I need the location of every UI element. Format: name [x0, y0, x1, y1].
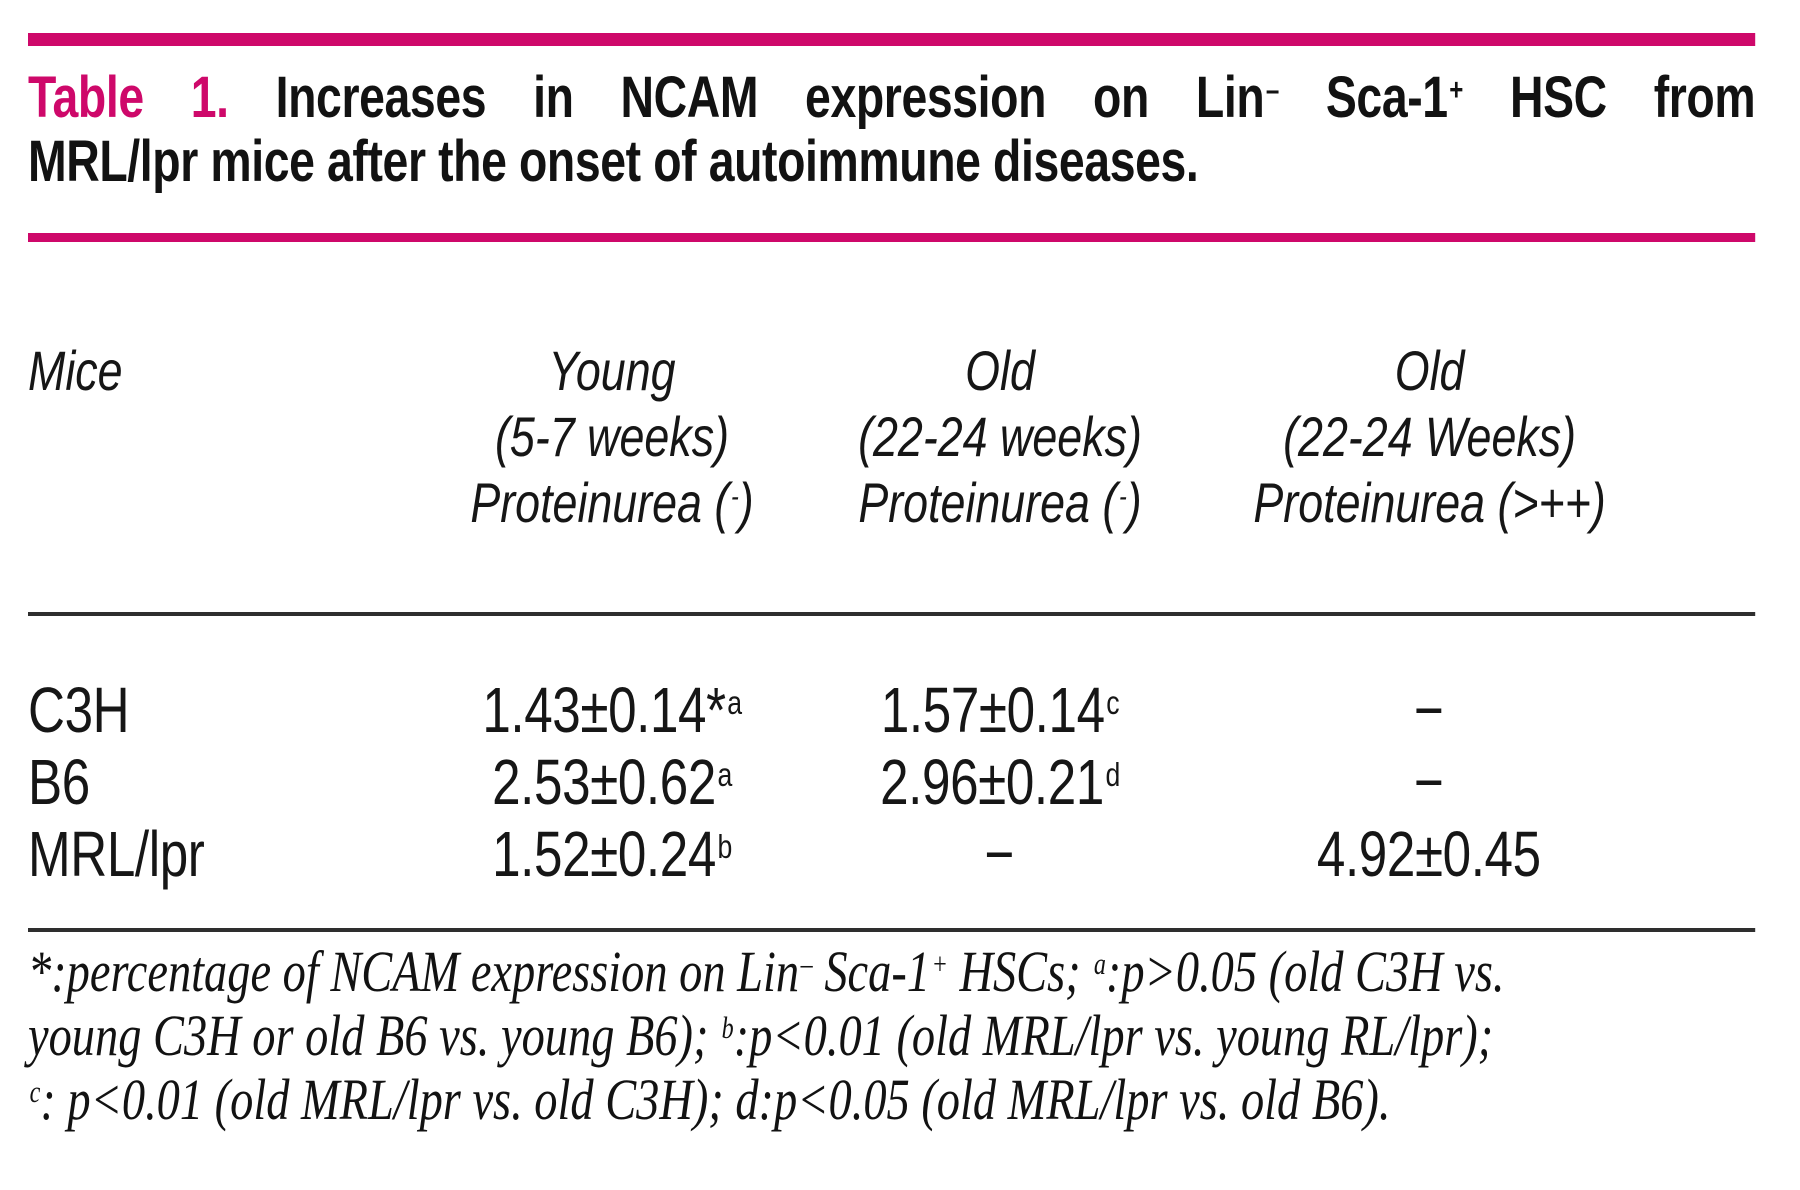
cell-old-pos: − — [1414, 674, 1445, 746]
cell-young: 2.53±0.62a — [492, 746, 732, 818]
cell-value: 2.96±0.21 — [880, 746, 1104, 818]
row-label: C3H — [28, 674, 130, 746]
text-segment: Sca-1 — [1278, 65, 1448, 130]
header-line: Proteinurea (-) — [470, 470, 753, 536]
text-segment: ) — [738, 471, 754, 534]
text-segment: Increases in NCAM expression on Lin — [275, 65, 1265, 130]
cell-value: 1.52±0.24 — [492, 818, 716, 890]
text-segment: Young — [548, 339, 676, 402]
cell-young: 1.52±0.24b — [492, 818, 732, 890]
header-line: Young — [470, 338, 753, 404]
column-header-old-pos: Old (22-24 Weeks) Proteinurea (>++) — [1253, 338, 1605, 536]
header-line: Proteinurea (-) — [858, 470, 1142, 536]
table-row: MRL/lpr 1.52±0.24b − 4.92±0.45 — [0, 818, 1800, 890]
text-segment: Old — [965, 339, 1035, 402]
cell-old-pos: 4.92±0.45 — [1317, 818, 1542, 890]
header-line: Old — [1253, 338, 1605, 404]
title-line-2: MRL/lpr mice after the onset of autoimmu… — [28, 129, 1199, 194]
cell-value: 4.92±0.45 — [1316, 818, 1541, 890]
footnote-line: *:percentage of NCAM expression on Lin– … — [28, 940, 1755, 1004]
footnote-line: young C3H or old B6 vs. young B6); b:p<0… — [28, 1004, 1755, 1068]
footer-rule — [28, 928, 1756, 932]
superscript: c — [29, 1075, 41, 1110]
header-line: Proteinurea (>++) — [1253, 470, 1605, 536]
cell-value: 2.53±0.62 — [492, 746, 716, 818]
cell-old-neg: 2.96±0.21d — [880, 746, 1120, 818]
superscript: + — [931, 947, 948, 982]
text-segment: Sca-1 — [812, 939, 930, 1004]
cell-value: 1.43±0.14* — [482, 674, 726, 746]
text-segment: (22-24 weeks) — [858, 405, 1142, 468]
title-underline-bar — [28, 233, 1756, 242]
text-segment: Proteinurea ( — [470, 471, 730, 534]
superscript: a — [1093, 947, 1106, 982]
cell-young: 1.43±0.14*a — [482, 674, 742, 746]
text-segment: :p<0.01 (old MRL/lpr vs. young RL/lpr); — [733, 1003, 1494, 1068]
text-segment: (22-24 Weeks) — [1283, 405, 1577, 468]
text-segment: HSCs; — [947, 939, 1093, 1004]
text-segment: Mice — [28, 339, 123, 402]
text-segment: HSC from — [1462, 65, 1756, 130]
text-segment: Old — [1394, 339, 1465, 402]
table-row: B6 2.53±0.62a 2.96±0.21d − — [0, 746, 1800, 818]
column-header-old-neg: Old (22-24 weeks) Proteinurea (-) — [858, 338, 1142, 536]
header-line: (5-7 weeks) — [470, 404, 753, 470]
row-label: B6 — [28, 746, 90, 818]
header-rule — [28, 612, 1756, 616]
text-segment: Proteinurea (>++) — [1253, 471, 1606, 534]
cell-old-neg: − — [984, 818, 1015, 890]
footnote-line: c: p<0.01 (old MRL/lpr vs. old C3H); d:p… — [28, 1068, 1755, 1132]
text-segment: : p<0.01 (old MRL/lpr vs. old C3H); d:p<… — [40, 1067, 1391, 1132]
text-segment: Proteinurea ( — [858, 471, 1118, 534]
footnote: *:percentage of NCAM expression on Lin– … — [28, 940, 1755, 1132]
text-segment: young C3H or old B6 vs. young B6); — [28, 1003, 721, 1068]
table-number-label: Table 1. — [28, 65, 229, 130]
text-segment: ) — [1126, 471, 1142, 534]
cell-value: − — [1414, 746, 1444, 818]
superscript: d — [1105, 756, 1120, 794]
text-segment: :p>0.05 (old C3H vs. — [1105, 939, 1505, 1004]
cell-old-pos: − — [1414, 746, 1445, 818]
header-line: Mice — [28, 338, 123, 404]
row-label: MRL/lpr — [28, 818, 205, 890]
header-line: (22-24 weeks) — [858, 404, 1142, 470]
superscript: – — [1265, 74, 1279, 108]
cell-value: − — [984, 818, 1014, 890]
text-segment: *:percentage of NCAM expression on Lin — [28, 939, 800, 1004]
superscript: - — [1118, 480, 1127, 513]
superscript: c — [1106, 684, 1120, 722]
header-line: Old — [858, 338, 1142, 404]
superscript: b — [717, 828, 732, 866]
top-accent-bar — [28, 33, 1756, 46]
cell-value: − — [1414, 674, 1444, 746]
title-line-1: Table 1. Increases in NCAM expression on… — [28, 65, 1756, 130]
column-header-mice: Mice — [28, 338, 123, 404]
column-header-young: Young (5-7 weeks) Proteinurea (-) — [470, 338, 753, 536]
superscript: b — [721, 1011, 734, 1046]
title-text: Increases in NCAM expression on Lin– Sca… — [276, 65, 1756, 130]
cell-value: 1.57±0.14 — [880, 674, 1105, 746]
table-row: C3H 1.43±0.14*a 1.57±0.14c − — [0, 674, 1800, 746]
superscript: a — [717, 756, 732, 794]
superscript: - — [730, 480, 739, 513]
superscript: – — [800, 947, 813, 982]
cell-old-neg: 1.57±0.14c — [880, 674, 1120, 746]
superscript: + — [1449, 74, 1463, 108]
text-segment: (5-7 weeks) — [494, 405, 730, 468]
superscript: a — [727, 684, 742, 722]
header-line: (22-24 Weeks) — [1253, 404, 1605, 470]
